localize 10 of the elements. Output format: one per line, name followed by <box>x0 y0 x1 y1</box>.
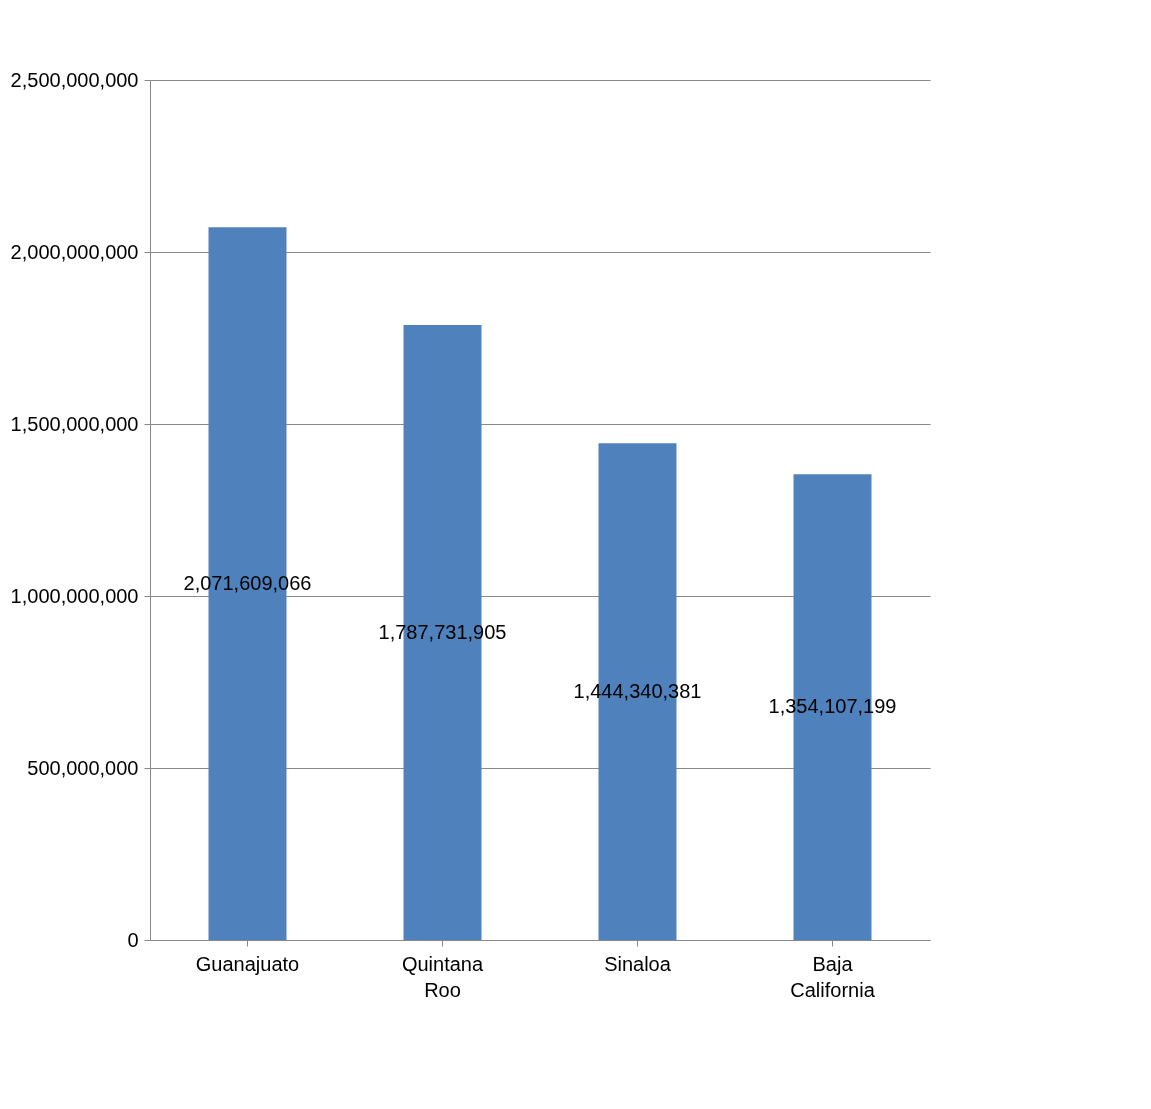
x-tick-label: Guanajuato <box>195 952 300 975</box>
y-tick-label: 1,000,000,000 <box>10 584 139 607</box>
x-tick-label: Quintana Roo <box>401 952 484 1001</box>
y-tick-label: 2,500,000,000 <box>10 68 139 91</box>
x-tick-label: Sinaloa <box>604 952 672 975</box>
y-tick-label: 1,500,000,000 <box>10 412 139 435</box>
x-tick-label: Baja California <box>790 952 876 1001</box>
y-tick-label: 2,000,000,000 <box>10 240 139 263</box>
y-tick-label: 0 <box>127 928 139 951</box>
y-tick-label: 500,000,000 <box>27 756 139 779</box>
